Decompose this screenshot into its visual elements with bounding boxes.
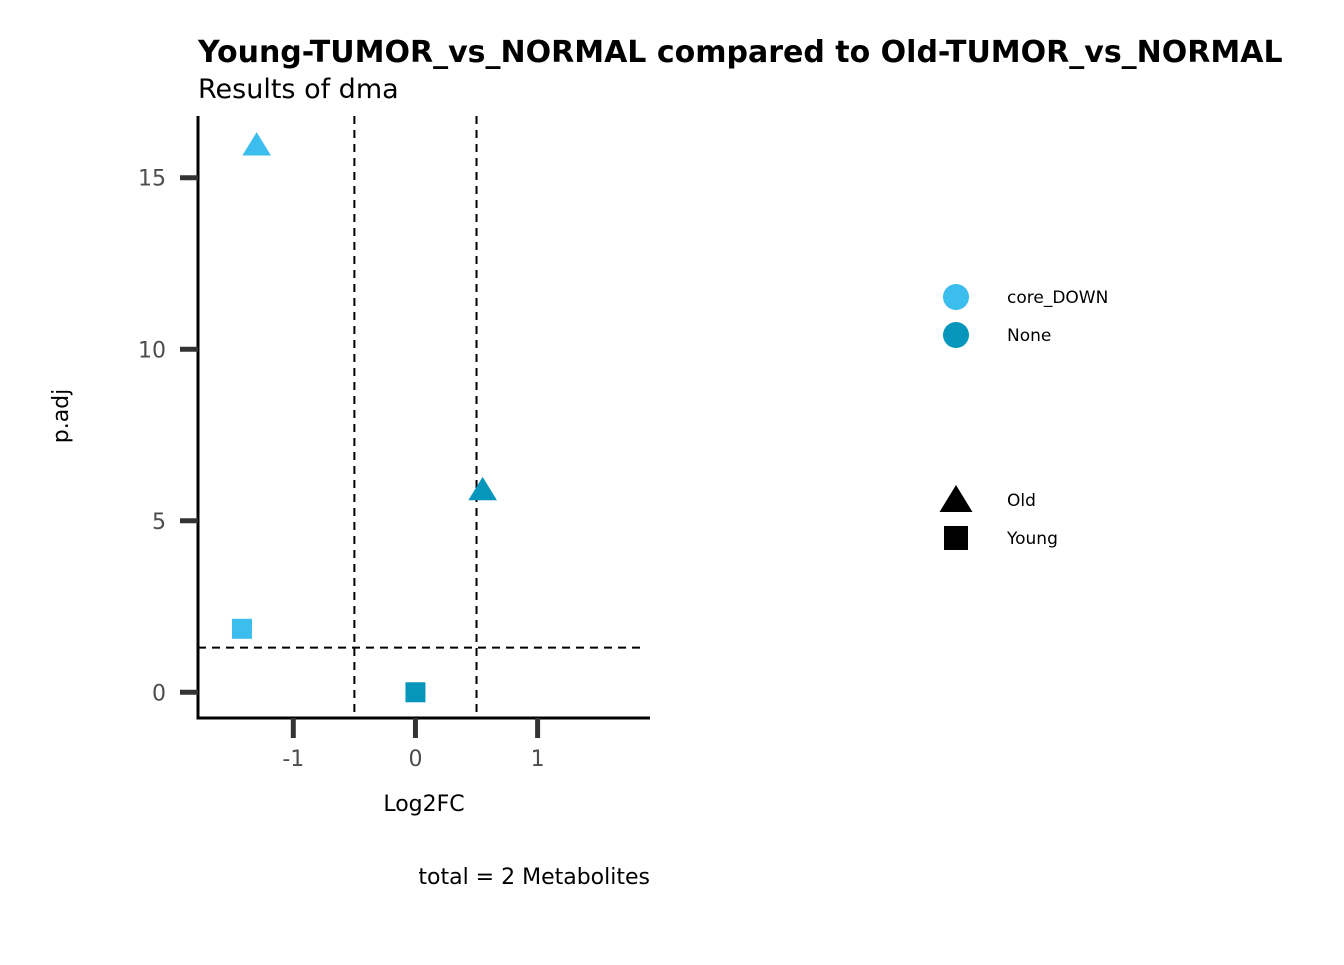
data-point-3 (405, 682, 426, 703)
y-axis-title: p.adj (49, 389, 74, 444)
legend-shape-key-1 (944, 526, 968, 550)
x-tick-label-2: 1 (531, 747, 545, 772)
x-tick-label-0: -1 (282, 747, 304, 772)
legend-color-key-1 (943, 322, 969, 348)
axes (196, 116, 650, 720)
legend-shape-label-1: Young (1006, 529, 1058, 549)
reference-lines (198, 116, 642, 718)
data-point-1 (468, 476, 497, 501)
legend: core_DOWN None Old Young (939, 284, 1108, 550)
x-axis-title: Log2FC (383, 792, 464, 817)
data-points (231, 132, 497, 703)
data-point-2 (231, 618, 252, 639)
chart-caption: total = 2 Metabolites (418, 865, 650, 890)
data-point-0 (242, 132, 271, 156)
legend-shape-label-0: Old (1007, 491, 1036, 511)
y-tick-label-3: 15 (138, 167, 166, 192)
y-tick-label-0: 0 (152, 681, 166, 706)
chart-subtitle: Results of dma (198, 74, 399, 105)
y-tick-label-2: 10 (138, 338, 166, 363)
x-tick-label-1: 0 (408, 747, 422, 772)
legend-color-label-0: core_DOWN (1007, 288, 1108, 308)
y-tick-label-1: 5 (152, 510, 166, 535)
legend-shape-key-0 (939, 485, 973, 512)
chart-title: Young-TUMOR_vs_NORMAL compared to Old-TU… (197, 35, 1283, 70)
legend-color-key-0 (943, 284, 969, 310)
legend-color-label-1: None (1007, 326, 1051, 346)
